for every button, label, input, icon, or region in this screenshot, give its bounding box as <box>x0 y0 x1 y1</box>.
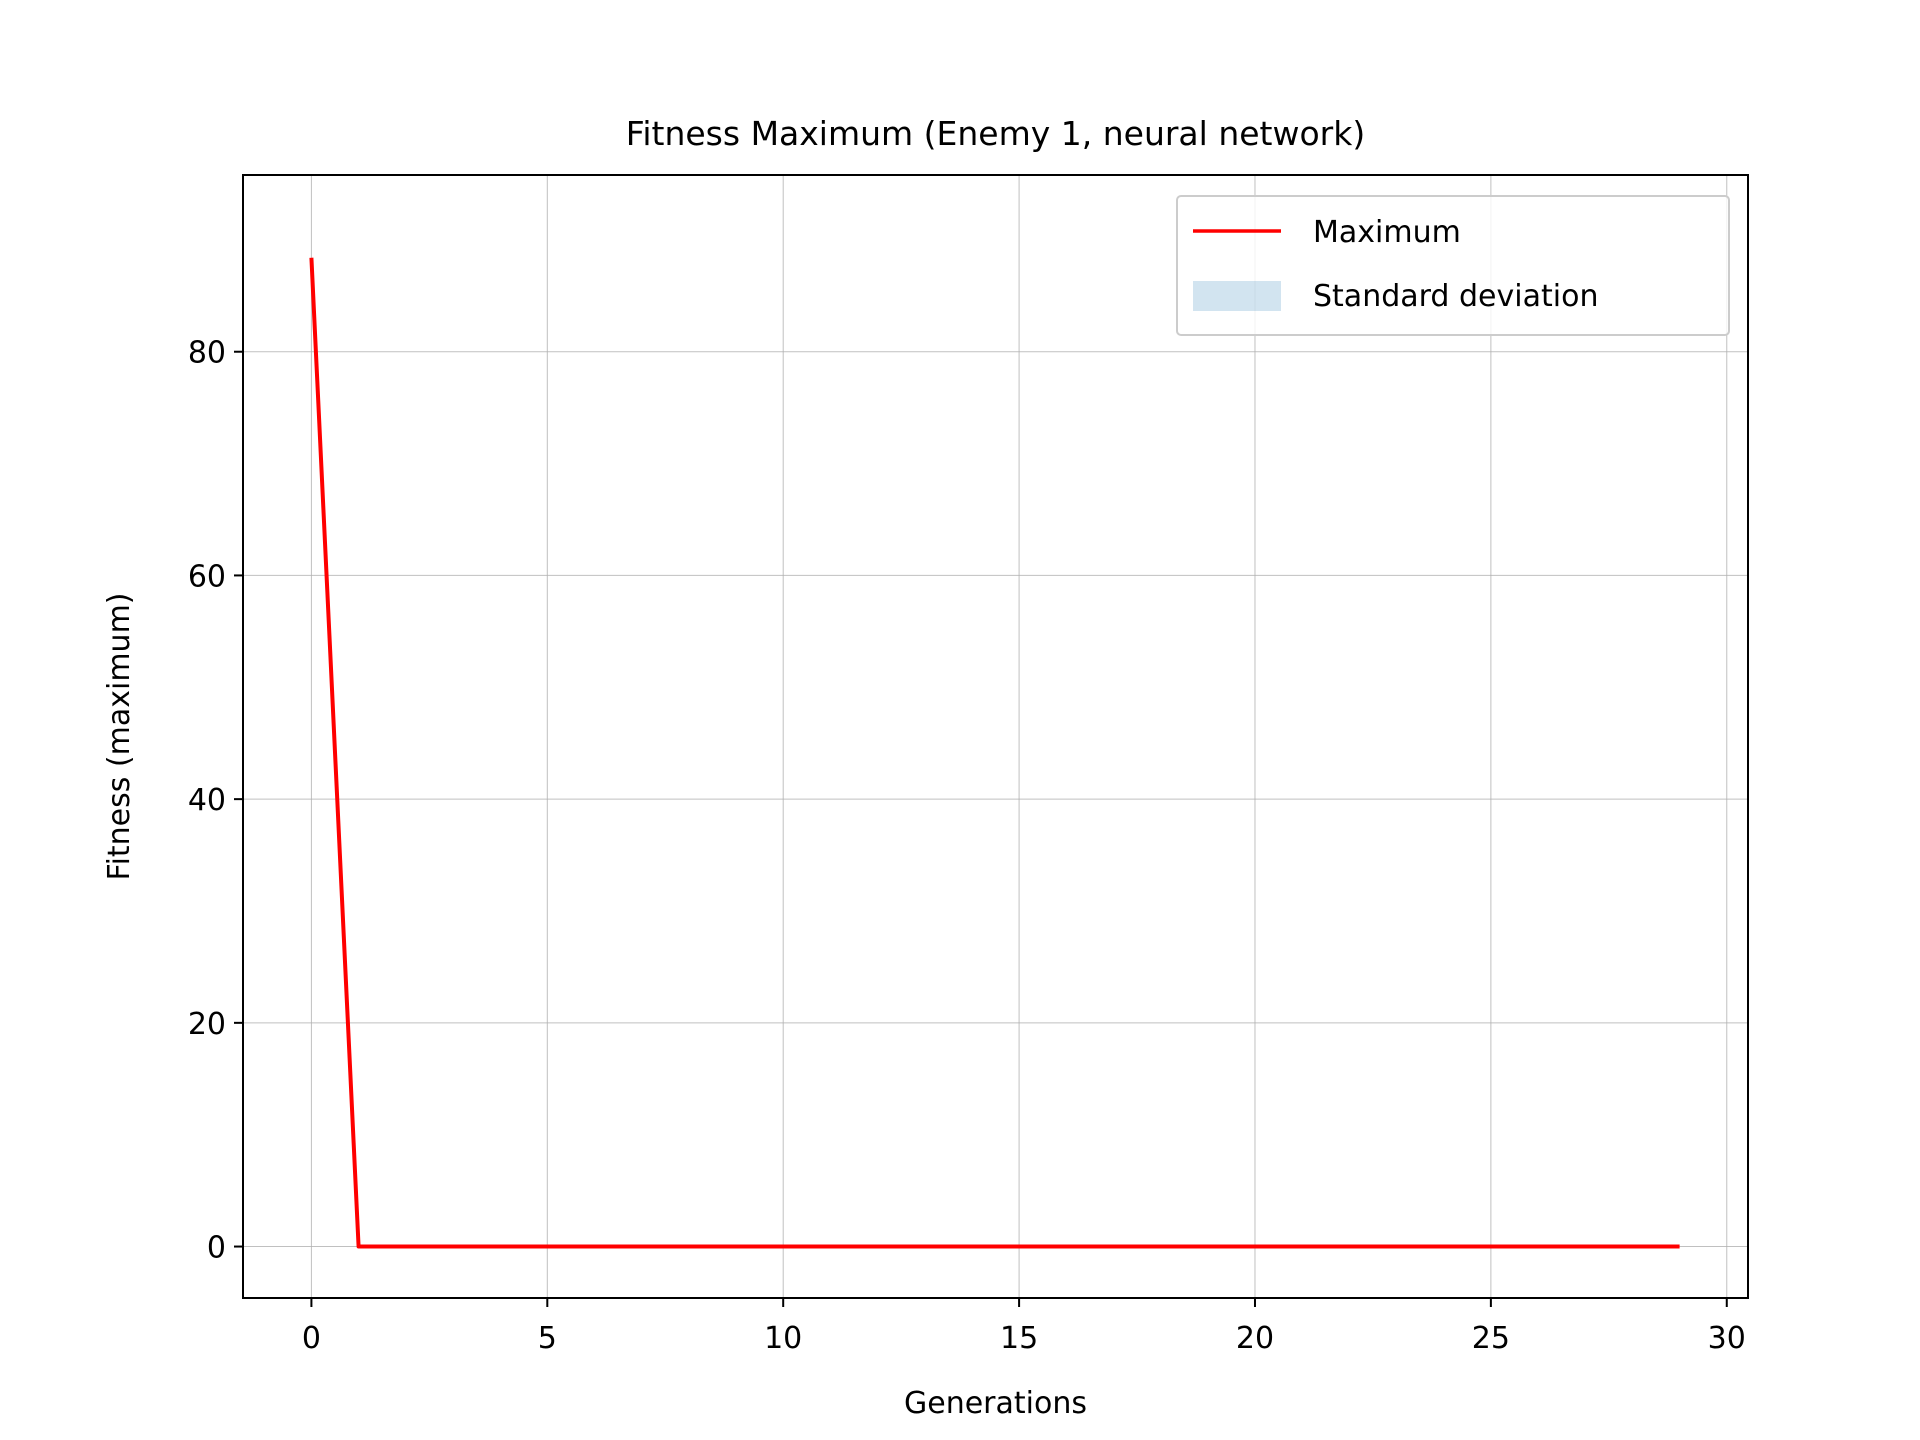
y-axis-label: Fitness (maximum) <box>102 592 137 880</box>
series-line-maximum <box>309 257 1680 1249</box>
y-tick-label: 0 <box>207 1231 226 1266</box>
y-tick-label: 40 <box>188 783 226 818</box>
x-axis-ticks: 0 5 10 15 20 25 30 <box>302 1298 1746 1356</box>
y-tick-label: 60 <box>188 559 226 594</box>
series-layer <box>309 257 1680 1249</box>
x-tick-label: 10 <box>764 1321 802 1356</box>
y-axis-ticks: 0 20 40 60 80 <box>188 336 243 1266</box>
legend-box <box>1176 195 1730 336</box>
y-tick-label: 80 <box>188 336 226 371</box>
x-tick-label: 30 <box>1708 1321 1746 1356</box>
y-tick-label: 20 <box>188 1007 226 1042</box>
x-tick-label: 15 <box>1000 1321 1038 1356</box>
x-tick-label: 20 <box>1236 1321 1274 1356</box>
legend-label-standard-deviation: Standard deviation <box>1313 279 1598 314</box>
x-tick-label: 25 <box>1472 1321 1510 1356</box>
chart-title: Fitness Maximum (Enemy 1, neural network… <box>626 114 1365 153</box>
plot-frame <box>242 174 1749 1299</box>
legend-label-maximum: Maximum <box>1313 215 1461 250</box>
x-tick-label: 5 <box>538 1321 557 1356</box>
legend-swatch-standard-deviation <box>1193 281 1281 311</box>
x-axis-label: Generations <box>904 1386 1087 1421</box>
legend: Maximum Standard deviation <box>1176 195 1730 336</box>
x-tick-label: 0 <box>302 1321 321 1356</box>
